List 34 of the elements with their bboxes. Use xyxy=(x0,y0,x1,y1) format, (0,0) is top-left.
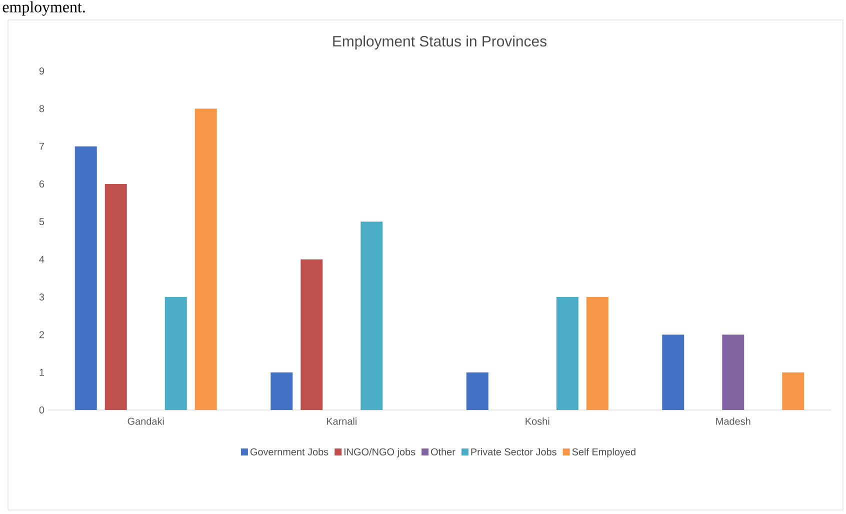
y-tick-label: 4 xyxy=(39,256,44,263)
bar xyxy=(662,334,684,410)
y-tick-label: 5 xyxy=(39,218,44,226)
chart-title: Employment Status in Provinces xyxy=(333,36,546,50)
legend-label: INGO/NGO jobs xyxy=(344,448,416,458)
x-tick-label: Gandaki xyxy=(128,418,164,425)
y-tick-label: 8 xyxy=(39,105,44,112)
legend-label: Other xyxy=(431,448,456,456)
legend-label: Self Employed xyxy=(572,448,636,458)
bar xyxy=(270,372,293,410)
x-tick-label: Karnali xyxy=(326,418,356,425)
y-tick-label: 2 xyxy=(39,331,44,338)
legend-label: Private Sector Jobs xyxy=(471,448,556,456)
y-tick-label: 0 xyxy=(39,406,44,414)
x-tick-label: Madesh xyxy=(716,418,750,425)
bar xyxy=(194,108,217,410)
bar xyxy=(466,372,488,410)
y-tick-label: 6 xyxy=(39,180,44,188)
y-tick-label: 1 xyxy=(40,368,44,376)
bar xyxy=(164,297,187,410)
bar xyxy=(300,259,323,410)
y-tick-label: 7 xyxy=(39,142,44,150)
bar xyxy=(586,297,608,410)
bar xyxy=(104,184,127,410)
y-tick-label: 9 xyxy=(39,67,44,75)
bar xyxy=(360,222,383,410)
bar xyxy=(556,297,578,410)
y-tick-label: 3 xyxy=(39,293,44,301)
bar xyxy=(74,146,97,410)
bar xyxy=(722,334,744,410)
x-tick-label: Koshi xyxy=(526,418,550,425)
text: employment. xyxy=(2,1,85,16)
bar xyxy=(782,372,804,410)
legend-label: Government Jobs xyxy=(250,448,328,456)
